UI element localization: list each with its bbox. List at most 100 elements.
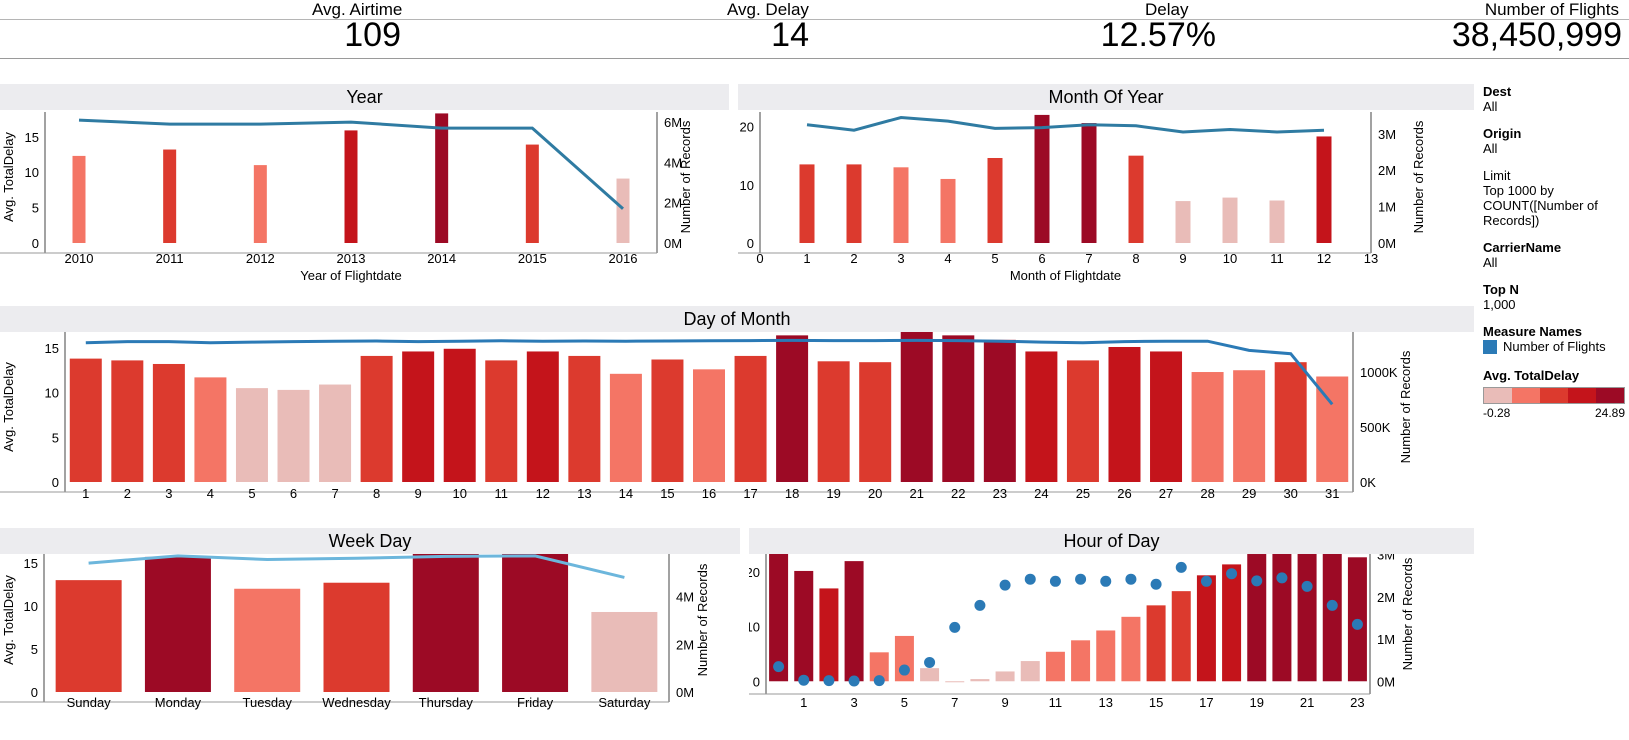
x-tick-label: 12 (1317, 251, 1331, 266)
series-point (949, 621, 961, 633)
hour-chart-title: Hour of Day (749, 528, 1474, 554)
color-legend-bar (1483, 387, 1625, 404)
bar (194, 377, 227, 482)
bar (144, 556, 211, 692)
bar (526, 351, 559, 482)
y2-tick-label: 1M (1378, 200, 1396, 215)
series-point (1301, 580, 1313, 592)
x-tick-label: 12 (536, 486, 550, 501)
y2-tick-label: 4M (676, 590, 694, 605)
x-tick-label: 2010 (65, 251, 94, 266)
series-point (974, 599, 986, 611)
x-tick-label: 15 (1149, 695, 1163, 710)
x-tick-label: 13 (1099, 695, 1113, 710)
bar (859, 362, 892, 482)
bar (1081, 123, 1097, 243)
x-tick-label: 10 (452, 486, 466, 501)
y2-tick-label: 0M (664, 236, 682, 251)
x-tick-label: Wednesday (322, 695, 391, 710)
kpi-label-avg-delay: Avg. Delay (727, 0, 809, 19)
bar (235, 388, 268, 482)
bar (817, 361, 850, 482)
y2-tick-label: 1M (1377, 632, 1395, 647)
bar (1233, 370, 1266, 482)
y-tick-label: 0 (32, 236, 39, 251)
legend-panel: Dest All Origin All Limit Top 1000 by CO… (1483, 84, 1629, 420)
series-point (823, 675, 835, 687)
series-point (924, 656, 936, 668)
bar (983, 339, 1016, 482)
x-tick-label: 5 (901, 695, 908, 710)
color-legend-max: 24.89 (1594, 406, 1625, 420)
bar (769, 554, 789, 682)
measure-swatch (1483, 339, 1497, 354)
y2-tick-label: 1000K (1360, 365, 1398, 380)
series-line (806, 115, 1325, 134)
series-line (85, 338, 1334, 406)
x-axis-title: Month of Flightdate (1010, 268, 1121, 283)
x-tick-label: 1 (800, 695, 807, 710)
x-tick-label: 19 (1250, 695, 1264, 710)
x-tick-label: Saturday (598, 695, 651, 710)
x-tick-label: 6 (290, 486, 297, 501)
y-tick-label: 10 (749, 620, 760, 635)
x-tick-label: 4 (207, 486, 214, 501)
x-tick-label: 14 (619, 486, 633, 501)
filter-limit-line: COUNT([Number of (1483, 198, 1598, 213)
y2-tick-label: 0K (1360, 475, 1376, 490)
bar (1108, 346, 1141, 482)
series-point (1226, 568, 1238, 580)
y2-axis-title: Number of Records (1398, 350, 1413, 463)
y2-tick-label: 4M (664, 155, 682, 170)
bar (1128, 155, 1144, 243)
series-point (1049, 575, 1061, 587)
bar (940, 178, 956, 243)
bar (819, 588, 839, 682)
y-tick-label: 10 (740, 178, 754, 193)
kpi-value-delay: 12.57% (1100, 16, 1216, 54)
x-tick-label: 2012 (246, 251, 275, 266)
y2-tick-label: 3M (1377, 554, 1395, 563)
x-tick-label: 18 (785, 486, 799, 501)
x-tick-label: 2015 (518, 251, 547, 266)
x-tick-label: 7 (1085, 251, 1092, 266)
measure-names-item[interactable]: Number of Flights (1483, 339, 1629, 354)
bar (1269, 200, 1285, 243)
filter-topn-title: Top N (1483, 282, 1519, 297)
x-tick-label: 26 (1117, 486, 1131, 501)
filter-carrier-title: CarrierName (1483, 240, 1562, 255)
bar (900, 332, 933, 482)
x-tick-label: 31 (1325, 486, 1339, 501)
x-tick-label: 22 (951, 486, 965, 501)
x-tick-label: 5 (991, 251, 998, 266)
x-tick-label: 7 (951, 695, 958, 710)
x-tick-label: 8 (1132, 251, 1139, 266)
bar (776, 335, 809, 482)
series-point (1276, 572, 1288, 584)
bar (1297, 554, 1317, 682)
bar (568, 355, 601, 482)
filter-carrier-value[interactable]: All (1483, 255, 1498, 270)
bar (970, 679, 990, 682)
bar (360, 355, 393, 482)
filter-origin-title: Origin (1483, 126, 1522, 141)
bar (1316, 136, 1332, 243)
filter-dest-title: Dest (1483, 84, 1512, 99)
y-tick-label: 0 (747, 236, 754, 251)
filter-limit-title: Limit (1483, 168, 1511, 183)
y2-tick-label: 0M (1378, 236, 1396, 251)
color-legend-min: -0.28 (1483, 406, 1511, 420)
series-point (1150, 578, 1162, 590)
color-legend-swatch (1568, 388, 1596, 403)
x-tick-label: 1 (803, 251, 810, 266)
filter-dest-value[interactable]: All (1483, 99, 1498, 114)
y-tick-label: 0 (52, 475, 59, 490)
x-tick-label: Friday (517, 695, 554, 710)
x-tick-label: 21 (910, 486, 924, 501)
filter-topn-value[interactable]: 1,000 (1483, 297, 1516, 312)
series-point (1024, 573, 1036, 585)
filter-origin-value[interactable]: All (1483, 141, 1498, 156)
x-tick-label: 21 (1300, 695, 1314, 710)
year-chart-title: Year (0, 84, 729, 110)
